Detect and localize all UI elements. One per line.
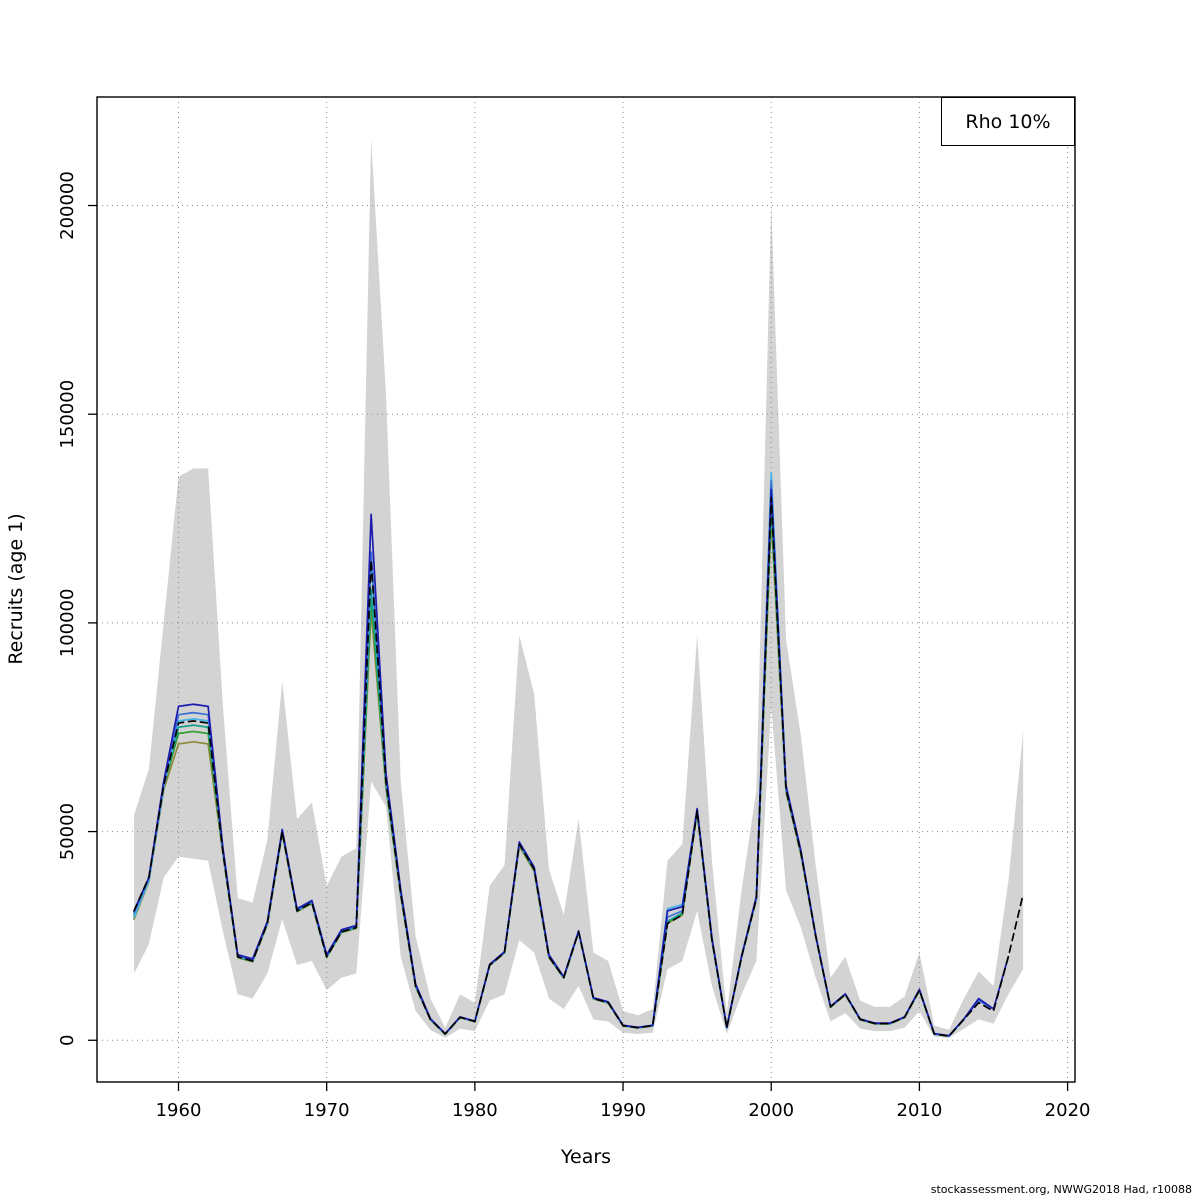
legend-box: Rho 10% (941, 97, 1075, 146)
legend-label: Rho 10% (965, 110, 1051, 133)
y-axis-label: Recruits (age 1) (5, 513, 27, 665)
x-axis-label: Years (560, 1146, 612, 1168)
x-tick-label: 1990 (600, 1100, 646, 1121)
y-tick-label: 50000 (57, 803, 78, 860)
footer-credit: stockassessment.org, NWWG2018 Had, r1008… (930, 1183, 1192, 1196)
x-tick-label: 2000 (748, 1100, 794, 1121)
y-tick-label: 150000 (57, 380, 78, 449)
plot-border (96, 96, 1076, 1083)
series-line-base-run (133, 496, 1024, 1037)
x-tick-label: 2020 (1045, 1100, 1091, 1121)
y-tick-label: 0 (57, 1035, 78, 1046)
y-tick-label: 200000 (57, 171, 78, 240)
x-tick-label: 1980 (452, 1100, 498, 1121)
x-tick-label: 2010 (897, 1100, 943, 1121)
x-tick-label: 1970 (304, 1100, 350, 1121)
y-tick-label: 100000 (57, 589, 78, 658)
confidence-band (134, 138, 1024, 1039)
x-tick-label: 1960 (156, 1100, 202, 1121)
